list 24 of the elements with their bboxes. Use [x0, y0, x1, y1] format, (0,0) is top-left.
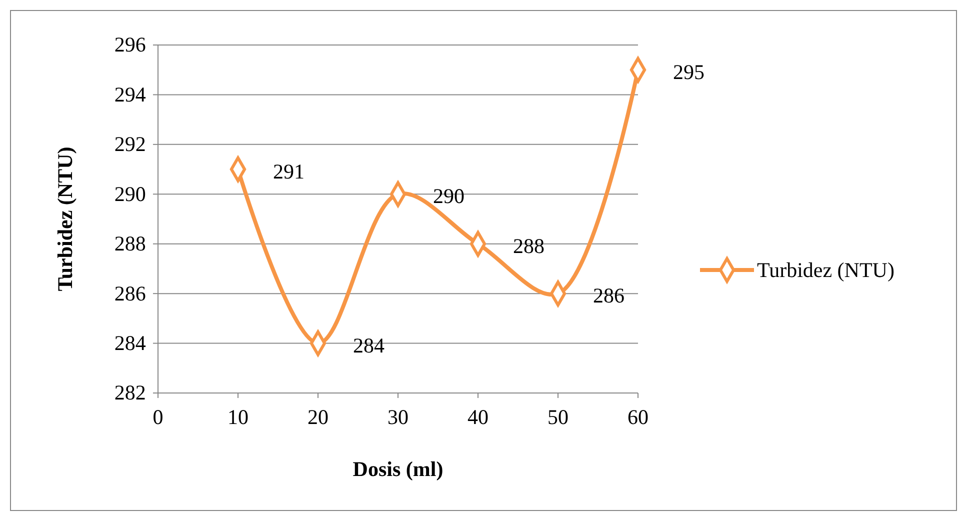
x-tick-label: 20 — [308, 405, 328, 430]
y-tick-label: 282 — [114, 380, 146, 405]
y-tick-label: 292 — [114, 132, 146, 156]
y-tick-label: 288 — [114, 232, 146, 256]
y-tick-label: 284 — [114, 331, 146, 356]
x-tick-label: 60 — [628, 405, 648, 430]
data-label: 284 — [353, 333, 385, 358]
data-label: 286 — [593, 284, 624, 308]
data-label: 295 — [673, 60, 704, 84]
y-tick-label: 290 — [114, 182, 146, 206]
x-tick-label: 50 — [548, 405, 568, 430]
x-tick-label: 40 — [468, 405, 488, 430]
x-tick-label: 30 — [388, 405, 408, 430]
y-axis-title: Turbidez (NTU) — [53, 146, 77, 292]
x-tick-label: 0 — [152, 405, 164, 430]
y-tick-label: 296 — [114, 32, 146, 57]
data-label: 291 — [273, 159, 304, 184]
x-tick-label: 10 — [228, 405, 248, 430]
y-tick-label: 286 — [114, 281, 146, 306]
y-tick-label: 294 — [114, 82, 146, 106]
legend-label: Turbidez (NTU) — [757, 258, 894, 282]
data-label: 288 — [513, 234, 544, 258]
data-label: 290 — [433, 184, 464, 208]
x-axis-title: Dosis (ml) — [352, 457, 444, 481]
